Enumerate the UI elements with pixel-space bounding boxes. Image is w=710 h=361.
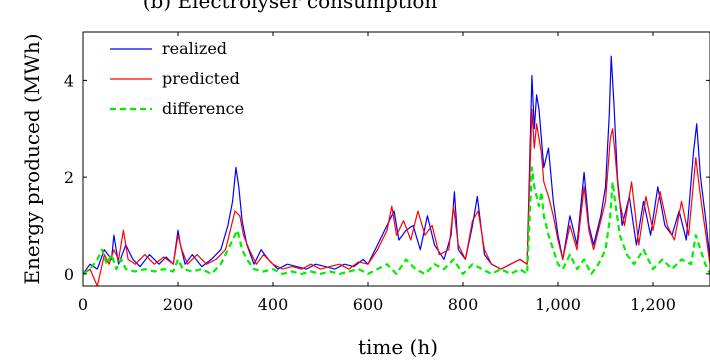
series-line-difference (83, 166, 710, 275)
x-tick-label: 1,200 (630, 295, 676, 314)
series-line-predicted (83, 108, 710, 286)
legend: realized predicted difference (110, 39, 244, 118)
plot-frame (82, 31, 710, 287)
x-tick-label: 0 (78, 295, 88, 314)
y-tick-label: 0 (64, 265, 74, 284)
y-axis-ticks: 0 2 4 (64, 71, 710, 284)
legend-label-realized: realized (162, 39, 227, 58)
series-line-realized (83, 55, 710, 275)
y-axis-label: Energy produced (MWh) (20, 33, 44, 284)
x-tick-label: 200 (163, 295, 194, 314)
x-tick-label: 600 (353, 295, 384, 314)
y-tick-label: 2 (64, 168, 74, 187)
x-tick-label: 1,000 (535, 295, 581, 314)
x-tick-label: 800 (448, 295, 479, 314)
legend-label-predicted: predicted (162, 69, 240, 88)
x-tick-label: 400 (258, 295, 289, 314)
legend-label-difference: difference (162, 99, 244, 118)
y-tick-label: 4 (64, 71, 74, 90)
x-axis-label: time (h) (358, 335, 438, 359)
plot-area (83, 55, 710, 286)
x-axis-ticks: 0 200 400 600 800 1,000 1,200 (78, 32, 676, 314)
chart-title: (b) Electrolyser consumption (143, 0, 438, 13)
